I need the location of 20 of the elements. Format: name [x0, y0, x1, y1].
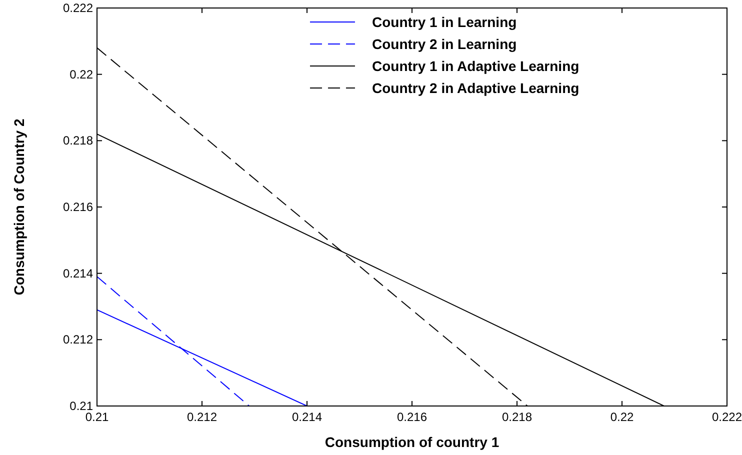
x-tick-label: 0.212 [186, 410, 218, 424]
legend-label: Country 1 in Adaptive Learning [372, 58, 580, 74]
y-tick-label: 0.21 [70, 399, 94, 413]
legend-label: Country 2 in Learning [372, 36, 517, 52]
x-tick-label: 0.214 [292, 410, 322, 424]
legend-label: Country 2 in Adaptive Learning [372, 80, 580, 96]
x-axis-title: Consumption of country 1 [324, 434, 500, 450]
y-tick-label: 0.222 [62, 1, 94, 15]
x-tick-label: 0.218 [502, 410, 532, 424]
y-tick-label: 0.22 [70, 67, 94, 82]
y-tick-label: 0.214 [62, 266, 94, 280]
x-tick-label: 0.222 [712, 410, 742, 424]
x-tick-label: 0.21 [85, 410, 109, 424]
y-axis-title: Consumption of Country 2 [11, 118, 27, 296]
x-tick-label: 0.22 [610, 410, 634, 424]
y-tick-label: 0.218 [62, 134, 94, 148]
x-tick-label: 0.216 [396, 410, 428, 424]
legend-label: Country 1 in Learning [372, 14, 517, 30]
y-tick-label: 0.216 [62, 200, 94, 214]
y-tick-label: 0.212 [62, 332, 94, 347]
